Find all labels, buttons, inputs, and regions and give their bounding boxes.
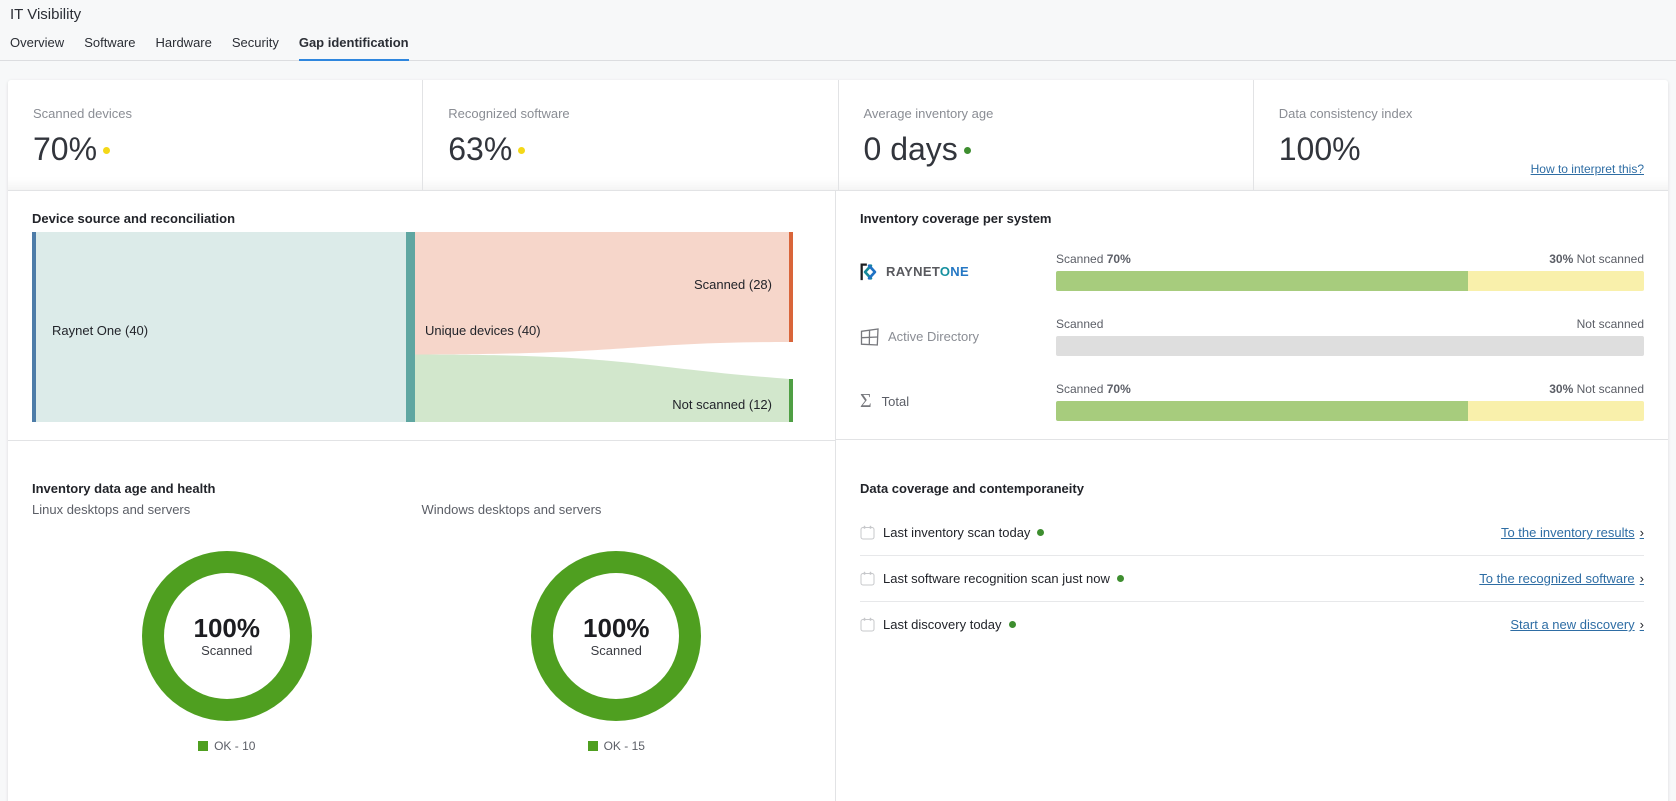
svg-text:Unique devices (40): Unique devices (40) — [425, 323, 541, 338]
svg-text:Raynet One (40): Raynet One (40) — [52, 323, 148, 338]
svg-text:Scanned (28): Scanned (28) — [694, 277, 772, 292]
svg-text:Not scanned (12): Not scanned (12) — [672, 397, 772, 412]
